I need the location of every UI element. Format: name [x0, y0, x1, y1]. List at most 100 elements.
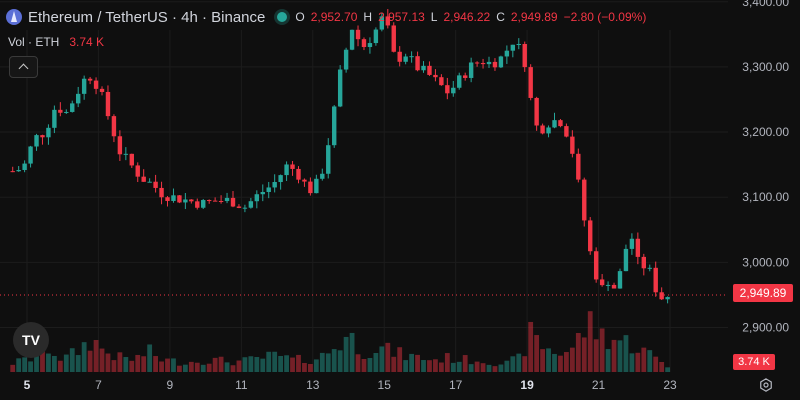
- change-value: −2.80 (−0.09%): [563, 10, 647, 24]
- volume-bar: [63, 354, 69, 372]
- candle-body: [40, 135, 45, 138]
- volume-bar: [385, 342, 391, 372]
- candle-body: [224, 197, 230, 202]
- time-tick-label: 5: [24, 378, 31, 392]
- candle-body: [206, 200, 212, 202]
- candle-body: [492, 61, 498, 68]
- candle-body: [135, 165, 140, 177]
- candle-body: [159, 187, 164, 198]
- candle-body: [451, 87, 456, 94]
- volume-bar: [456, 361, 462, 372]
- last-price-tag: 2,949.89: [733, 284, 793, 302]
- volume-bar: [415, 354, 420, 372]
- candle-body: [611, 284, 617, 289]
- candle-body: [290, 164, 295, 169]
- volume-bar: [117, 352, 123, 372]
- volume-bar: [40, 344, 45, 372]
- volume-bar: [165, 358, 170, 372]
- volume-bar: [188, 361, 194, 372]
- volume-bar: [391, 356, 397, 372]
- volume-bar: [325, 353, 331, 372]
- candle-body: [665, 297, 670, 300]
- candle-body: [486, 61, 492, 65]
- volume-bar: [16, 358, 22, 372]
- volume-bar: [617, 340, 623, 372]
- candle-body: [34, 135, 39, 147]
- candle-body: [70, 103, 75, 112]
- candle-body: [212, 200, 218, 202]
- volume-bar: [599, 328, 605, 372]
- volume-bar: [278, 355, 284, 372]
- volume-bar: [593, 339, 599, 372]
- candle-body: [99, 88, 105, 92]
- price-candles: [10, 8, 670, 304]
- candle-body: [242, 207, 248, 209]
- candle-body: [439, 77, 444, 86]
- volume-bar: [438, 362, 444, 372]
- volume-bar: [313, 359, 319, 372]
- candle-body: [391, 25, 396, 52]
- volume-bar: [159, 361, 164, 372]
- ethereum-icon: [6, 9, 22, 25]
- volume-bar: [486, 364, 492, 372]
- candle-body: [230, 197, 236, 207]
- candle-body: [522, 43, 527, 68]
- candle-body: [599, 279, 605, 286]
- volume-bar: [575, 332, 581, 372]
- candle-body: [629, 238, 635, 249]
- volume-bar: [284, 355, 289, 372]
- candle-body: [22, 163, 27, 170]
- candle-body: [564, 126, 569, 137]
- volume-bar: [290, 357, 295, 372]
- candle-body: [153, 181, 158, 188]
- high-value: 2,957.13: [378, 10, 425, 24]
- volume-bar: [355, 354, 361, 372]
- volume-bar: [528, 321, 534, 372]
- settings-icon[interactable]: [759, 378, 773, 392]
- volume-bar: [224, 362, 230, 372]
- price-tick-label: 3,000.00: [742, 255, 789, 269]
- price-tick-label: 3,300.00: [742, 60, 789, 74]
- candle-body: [87, 78, 93, 81]
- time-axis: 5 7 9 11 13 15 17 19 21 23: [24, 378, 677, 392]
- volume-bar: [498, 364, 504, 372]
- candle-body: [58, 109, 63, 113]
- symbol-title[interactable]: Ethereum / TetherUS · 4h · Binance: [28, 8, 266, 26]
- volume-bar: [93, 339, 99, 372]
- candle-body: [373, 29, 379, 44]
- candle-body: [361, 39, 367, 48]
- candle-body: [462, 75, 468, 78]
- volume-bar: [46, 353, 51, 372]
- volume-bar: [450, 362, 456, 372]
- time-tick-label: 13: [306, 378, 320, 392]
- candle-body: [540, 125, 545, 134]
- volume-bar: [182, 364, 188, 372]
- candle-body: [117, 136, 123, 155]
- volume-bar: [212, 357, 218, 372]
- collapse-legend-button[interactable]: [9, 56, 38, 78]
- time-tick-label: 19: [520, 378, 534, 392]
- tradingview-logo[interactable]: TV: [13, 322, 49, 358]
- volume-bar: [462, 355, 468, 372]
- candle-body: [10, 171, 15, 173]
- volume-bar: [409, 353, 415, 372]
- volume-bar: [51, 355, 57, 372]
- volume-bar: [87, 350, 93, 372]
- close-label: C: [496, 10, 505, 24]
- candle-body: [278, 175, 283, 183]
- volume-bar: [242, 357, 248, 372]
- low-label: L: [430, 10, 438, 24]
- volume-bar: [468, 364, 474, 372]
- volume-bar: [200, 364, 206, 372]
- candle-body: [349, 29, 355, 50]
- volume-bar: [665, 367, 671, 372]
- candle-body: [141, 176, 146, 182]
- candle-body: [165, 197, 170, 201]
- candle-body: [617, 271, 623, 289]
- open-label: O: [295, 10, 305, 24]
- volume-bar: [611, 339, 617, 372]
- candle-body: [177, 195, 182, 203]
- volume-bar: [379, 346, 385, 372]
- candle-body: [46, 127, 51, 138]
